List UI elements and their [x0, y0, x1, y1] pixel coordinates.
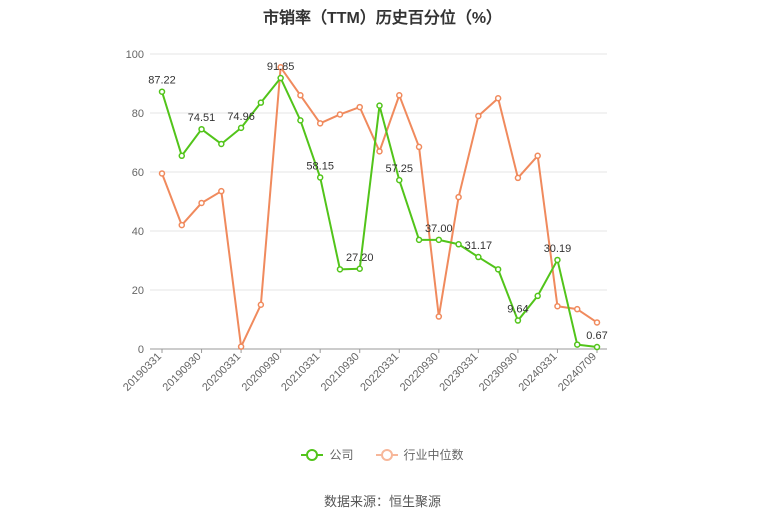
company-data-label: 91.85: [267, 61, 295, 73]
company-data-label: 9.64: [507, 304, 528, 316]
x-tick-label: 20220331: [358, 351, 401, 394]
industry-point: [475, 112, 482, 120]
company-point: [514, 317, 522, 324]
company-point: [198, 125, 205, 133]
x-tick-label: 20190930: [161, 351, 204, 394]
industry-point: [415, 143, 423, 151]
company-point: [415, 236, 423, 244]
industry-point: [297, 92, 304, 99]
company-data-label: 74.96: [227, 111, 255, 123]
company-point: [218, 140, 225, 148]
legend-item-industry-median[interactable]: 行业中位数: [375, 446, 464, 463]
industry-point: [554, 302, 561, 310]
industry-point: [356, 103, 363, 111]
company-point: [158, 88, 166, 95]
industry-point: [494, 95, 502, 102]
y-tick-label: 40: [132, 226, 144, 238]
company-point: [534, 292, 541, 300]
x-tick-label: 20200331: [200, 351, 243, 394]
industry-point: [593, 319, 601, 326]
legend: 公司 行业中位数: [0, 446, 765, 463]
company-point: [237, 124, 245, 132]
industry-point: [573, 305, 581, 313]
legend-company-label: 公司: [329, 448, 354, 462]
source-note: 数据来源：恒生聚源: [323, 494, 441, 509]
x-tick-label: 20220930: [398, 351, 441, 394]
y-tick-label: 60: [132, 167, 144, 179]
industry-point: [534, 152, 541, 160]
company-data-label: 31.17: [465, 240, 493, 252]
company-point: [593, 343, 601, 351]
industry-point: [218, 187, 225, 195]
industry-point: [455, 193, 462, 201]
company-point: [376, 102, 383, 109]
y-tick-label: 0: [138, 344, 144, 356]
y-tick-label: 20: [132, 285, 144, 297]
company-point: [356, 265, 363, 273]
industry-point: [257, 301, 265, 308]
legend-item-company[interactable]: 公司: [301, 446, 354, 463]
industry-point: [158, 170, 166, 177]
industry-point: [277, 64, 284, 71]
company-data-label: 87.22: [148, 75, 176, 87]
company-data-label: 27.20: [346, 252, 374, 264]
company-data-label: 30.19: [544, 243, 572, 255]
industry-point: [376, 148, 383, 155]
industry-point: [178, 221, 186, 229]
grid-lines: [150, 53, 607, 291]
company-point: [435, 236, 443, 244]
industry-point: [435, 313, 443, 320]
company-point: [396, 176, 403, 184]
series: [158, 64, 601, 351]
company-point: [336, 266, 344, 273]
data-labels: 87.22 74.51 74.96 91.85 58.15 27.20 57.25 37.00…: [148, 61, 607, 342]
x-tick-label: 20210930: [319, 351, 362, 394]
x-tick-label: 20210331: [279, 351, 322, 394]
x-tick-label: 20230331: [437, 351, 480, 394]
legend-industry-swatch: [375, 448, 398, 461]
x-tick-label: 20200930: [240, 351, 283, 394]
x-tick-label: 20230930: [477, 351, 520, 394]
company-point: [573, 341, 581, 348]
company-point: [554, 256, 561, 264]
company-point: [297, 117, 304, 124]
legend-industry-label: 行业中位数: [403, 448, 464, 462]
legend-company-swatch: [301, 448, 324, 461]
industry-point: [198, 199, 205, 207]
industry-point: [514, 174, 522, 182]
company-point: [455, 241, 462, 248]
industry-point: [237, 343, 245, 350]
company-point: [178, 152, 186, 160]
company-data-label: 74.51: [188, 112, 216, 124]
company-data-label: 0.67: [586, 330, 607, 342]
company-point: [257, 99, 265, 106]
company-data-label: 57.25: [386, 163, 414, 175]
company-data-label: 58.15: [306, 160, 334, 172]
y-tick-label: 80: [132, 108, 144, 120]
x-tick-label: 20240709: [556, 351, 599, 394]
company-point: [494, 266, 502, 273]
industry-point: [396, 92, 403, 99]
line-chart: 0 20 40 60 80 100 2019033120190930202003312020…: [121, 49, 608, 394]
chart-title: 市销率（TTM）历史百分位（%）: [262, 10, 503, 27]
industry-point: [336, 111, 344, 118]
company-point: [277, 74, 284, 82]
company-point: [316, 174, 324, 181]
company-point: [475, 253, 482, 261]
x-tick-label: 20240331: [516, 351, 559, 394]
company-data-label: 37.00: [425, 223, 453, 235]
industry-point: [316, 120, 324, 127]
x-tick-label: 20190331: [121, 351, 164, 394]
axes: 0 20 40 60 80 100 2019033120190930202003312020…: [121, 49, 607, 394]
y-tick-label: 100: [126, 49, 144, 61]
